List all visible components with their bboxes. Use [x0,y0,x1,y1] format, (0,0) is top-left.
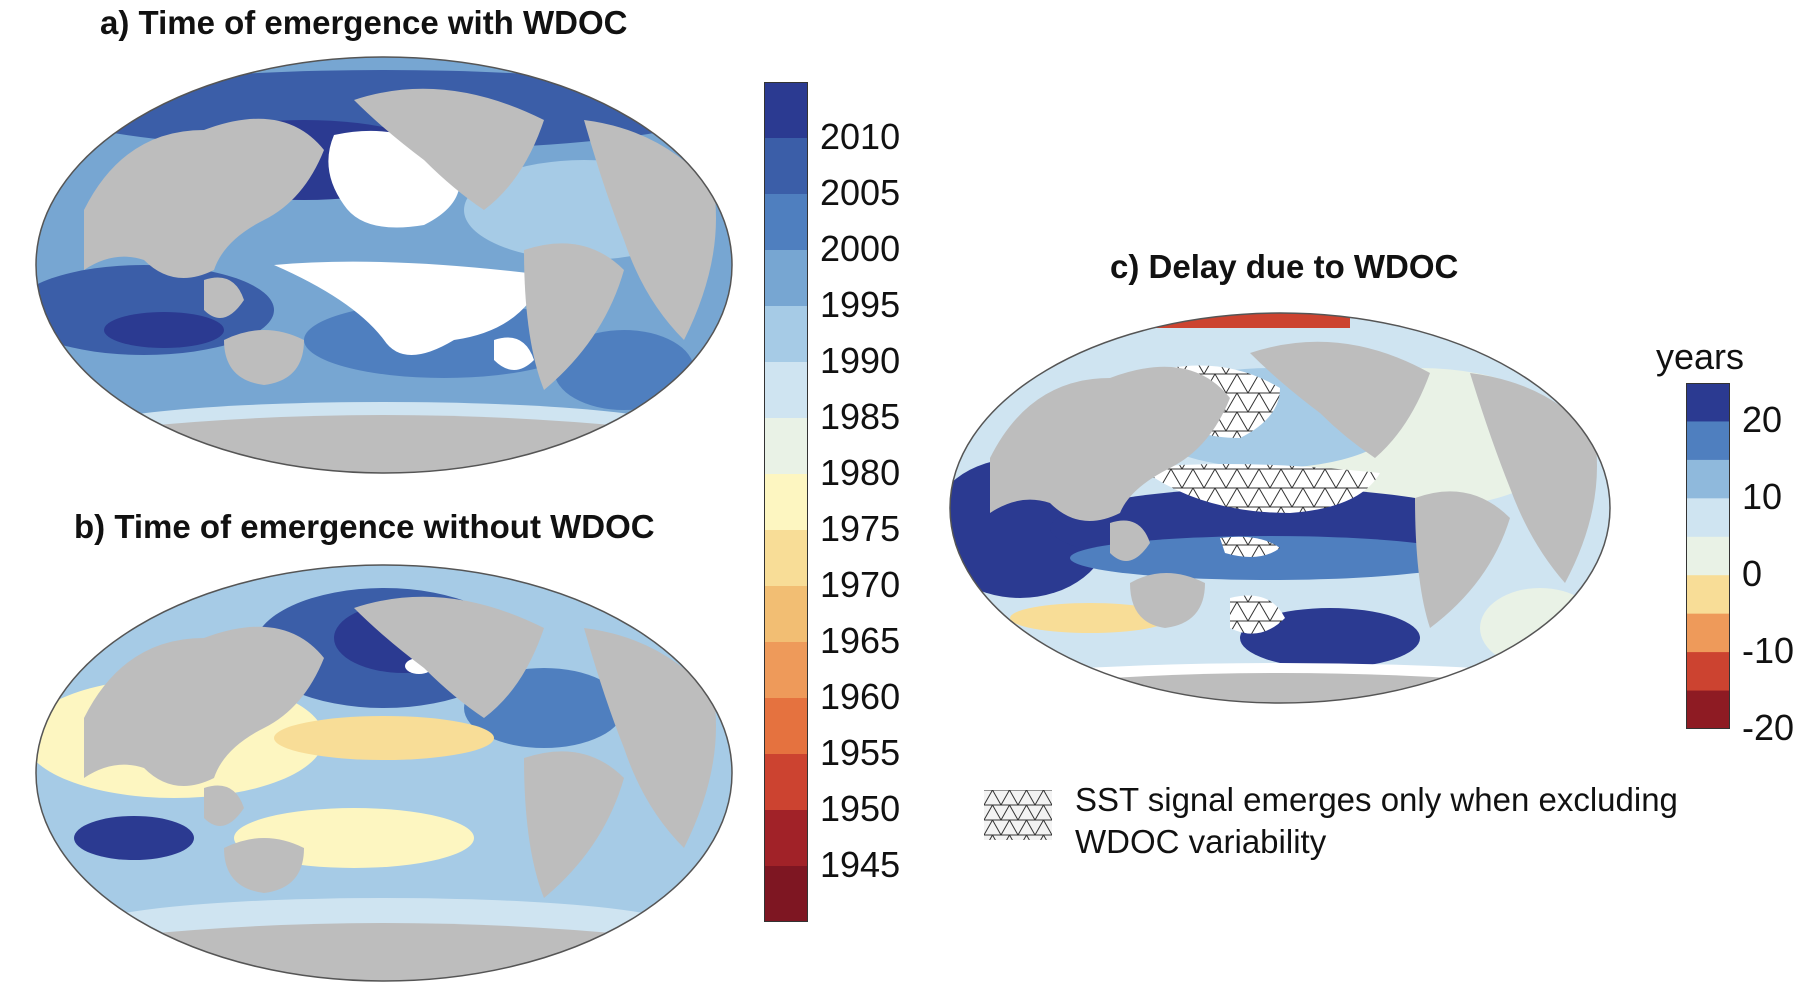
year-colorbar-tick-label: 1960 [820,676,901,717]
year-colorbar-tick-label: 1965 [820,620,901,661]
year-colorbar-tick-label: 1985 [820,396,901,437]
year-colorbar-swatch [764,194,808,251]
year-colorbar-swatch [764,418,808,475]
delay-colorbar-swatch [1686,498,1730,538]
year-colorbar-swatch [764,138,808,195]
panel-c-title: c) Delay due to WDOC [1110,248,1459,285]
hatch-legend-swatch [984,790,1052,840]
panel-a-title: a) Time of emergence with WDOC [100,4,628,41]
delay-colorbar-tick-label: -10 [1742,630,1795,672]
year-colorbar-tick-label: 1945 [820,844,901,885]
year-colorbar-tick-label: 2005 [820,172,901,213]
year-colorbar-swatch [764,474,808,531]
year-colorbar-tick-label: 1970 [820,564,901,605]
map-panel-a [35,56,733,474]
hatch-legend-line-1: SST signal emerges only when excluding [1075,781,1678,818]
year-colorbar-tick-label: 1975 [820,508,901,549]
delay-colorbar-swatch [1686,652,1730,692]
delay-colorbar-tick-label: -20 [1742,707,1795,748]
year-colorbar-tick-label: 2000 [820,228,901,269]
year-colorbar-tick-label: 1990 [820,340,901,381]
year-colorbar-swatch [764,810,808,867]
delay-colorbar-swatch [1686,459,1730,499]
year-colorbar-swatch [764,250,808,307]
year-colorbar-swatch [764,754,808,811]
year-colorbar-swatch [764,642,808,699]
delay-colorbar-tick-label: 0 [1742,553,1763,595]
map-panel-b [35,564,733,982]
delay-colorbar-swatch [1686,421,1730,461]
year-colorbar-swatch [764,362,808,419]
year-colorbar-tick-label: 1955 [820,732,901,773]
year-colorbar-swatch [764,866,808,922]
panel-b-title: b) Time of emergence without WDOC [74,508,655,545]
year-colorbar-tick-label: 1950 [820,788,901,829]
year-colorbar-swatch [764,698,808,755]
hatch-legend-text: SST signal emerges only when excluding W… [1075,779,1678,863]
delay-colorbar-tick-label: 20 [1742,399,1783,441]
hatch-legend-line-2: WDOC variability [1075,823,1327,860]
map-panel-c [949,312,1611,704]
delay-colorbar-title: years [1656,336,1745,377]
delay-colorbar-swatch [1686,575,1730,615]
year-colorbar-swatch [764,530,808,587]
delay-colorbar-swatch [1686,536,1730,576]
delay-colorbar-tick-label: 10 [1742,476,1783,518]
delay-colorbar-swatch [1686,690,1730,729]
year-colorbar-swatch [764,82,808,139]
delay-colorbar-swatch [1686,383,1730,422]
year-colorbar [764,82,808,922]
year-colorbar-tick-label: 2010 [820,116,901,157]
delay-colorbar [1686,383,1730,729]
year-colorbar-swatch [764,306,808,363]
year-colorbar-swatch [764,586,808,643]
year-colorbar-tick-label: 1980 [820,452,901,493]
year-colorbar-tick-label: 1995 [820,284,901,325]
delay-colorbar-swatch [1686,613,1730,653]
